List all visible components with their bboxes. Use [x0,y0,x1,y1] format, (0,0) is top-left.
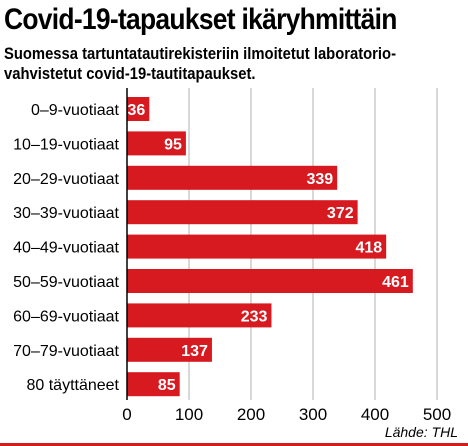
category-label: 60–69-vuotiaat [13,308,119,325]
value-label: 85 [158,377,176,394]
x-tick-label: 500 [423,405,451,424]
x-tick-label: 200 [237,405,265,424]
value-label: 95 [164,136,182,153]
x-tick-label: 0 [122,405,131,424]
bar [127,131,186,156]
x-tick-label: 400 [361,405,389,424]
bar [127,200,358,225]
value-label: 233 [241,308,268,325]
category-label: 50–59-vuotiaat [13,274,119,291]
bar [127,234,387,259]
category-label: 20–29-vuotiaat [13,171,119,188]
value-label: 372 [327,205,354,222]
value-label: 339 [306,171,333,188]
category-label: 40–49-vuotiaat [13,240,119,257]
category-label: 10–19-vuotiaat [13,136,119,153]
category-label: 80 täyttäneet [26,377,119,394]
x-tick-label: 300 [299,405,327,424]
category-label: 70–79-vuotiaat [13,343,119,360]
source-note: Lähde: THL [384,424,458,440]
bar [127,269,413,293]
value-label: 461 [382,274,409,291]
bar [127,165,338,190]
bar [127,97,150,121]
value-label: 137 [181,343,208,360]
chart-subtitle: Suomessa tartuntatautirekisteriin ilmoit… [4,44,397,83]
bar [127,372,180,397]
category-label: 30–39-vuotiaat [13,205,119,222]
bar [127,337,212,362]
value-label: 36 [128,102,146,119]
x-tick-label: 100 [175,405,203,424]
bottom-rule [0,443,468,446]
chart-title: Covid-19-tapaukset ikäryhmittäin [4,3,397,36]
bar [127,303,272,328]
category-label: 0–9-vuotiaat [31,102,120,119]
value-label: 418 [355,240,382,257]
